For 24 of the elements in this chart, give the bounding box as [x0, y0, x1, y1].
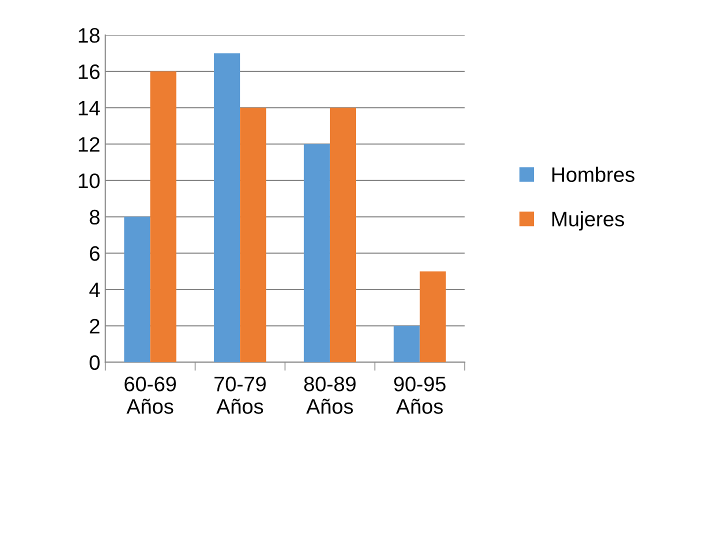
- bar: [304, 144, 330, 362]
- y-tick-label: 18: [78, 28, 100, 43]
- bar: [150, 71, 176, 362]
- y-tick-label: 2: [90, 318, 100, 334]
- y-tick-label: 4: [89, 282, 100, 298]
- y-tick-label: 14: [78, 100, 100, 116]
- y-tick-label: 16: [78, 64, 100, 80]
- x-tick-label: 70-79 Años: [214, 376, 266, 414]
- x-tick-label: 90-95 Años: [394, 376, 446, 414]
- bar: [420, 271, 446, 362]
- bar: [394, 326, 420, 362]
- x-tick-label: 80-89 Años: [304, 376, 356, 414]
- y-tick-label: 0: [90, 355, 100, 370]
- legend-label: Hombres: [552, 166, 634, 182]
- y-tick-label: 10: [78, 173, 100, 188]
- bar: [330, 108, 356, 362]
- x-tick-label: 60-69 Años: [124, 376, 176, 414]
- bar: [240, 108, 266, 362]
- y-tick-label: 6: [90, 246, 100, 261]
- legend-label: Mujeres: [552, 211, 624, 231]
- bar: [124, 216, 150, 362]
- y-tick-label: 12: [78, 137, 100, 152]
- y-tick-label: 8: [90, 210, 100, 225]
- bar: [214, 53, 240, 362]
